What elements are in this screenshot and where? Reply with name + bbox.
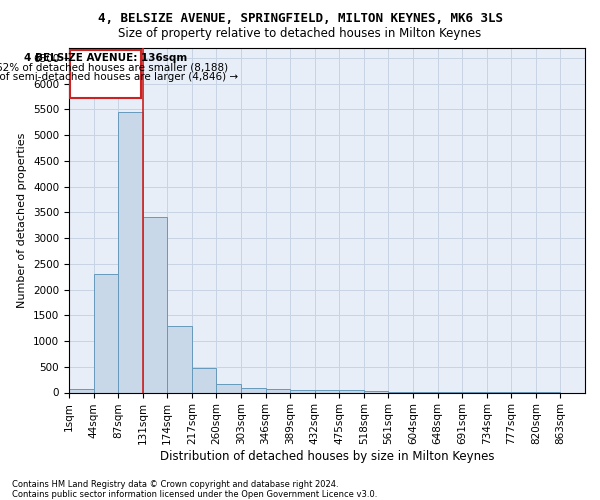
Bar	[339, 390, 364, 392]
Bar	[290, 390, 315, 392]
Y-axis label: Number of detached properties: Number of detached properties	[17, 132, 28, 308]
Bar	[69, 388, 94, 392]
Bar	[217, 384, 241, 392]
Bar	[241, 388, 266, 392]
Text: 37% of semi-detached houses are larger (4,846) →: 37% of semi-detached houses are larger (…	[0, 72, 238, 82]
Text: 4, BELSIZE AVENUE, SPRINGFIELD, MILTON KEYNES, MK6 3LS: 4, BELSIZE AVENUE, SPRINGFIELD, MILTON K…	[97, 12, 503, 26]
Bar	[315, 390, 339, 392]
Bar	[94, 274, 118, 392]
Bar	[118, 112, 143, 392]
Text: 4 BELSIZE AVENUE: 136sqm: 4 BELSIZE AVENUE: 136sqm	[24, 53, 187, 63]
Bar	[167, 326, 192, 392]
Bar	[143, 218, 167, 392]
Text: Contains HM Land Registry data © Crown copyright and database right 2024.: Contains HM Land Registry data © Crown c…	[12, 480, 338, 489]
Text: Size of property relative to detached houses in Milton Keynes: Size of property relative to detached ho…	[118, 28, 482, 40]
Bar	[192, 368, 217, 392]
FancyBboxPatch shape	[70, 50, 142, 98]
Text: ← 62% of detached houses are smaller (8,188): ← 62% of detached houses are smaller (8,…	[0, 63, 228, 73]
Text: Contains public sector information licensed under the Open Government Licence v3: Contains public sector information licen…	[12, 490, 377, 499]
X-axis label: Distribution of detached houses by size in Milton Keynes: Distribution of detached houses by size …	[160, 450, 494, 463]
Bar	[266, 389, 290, 392]
